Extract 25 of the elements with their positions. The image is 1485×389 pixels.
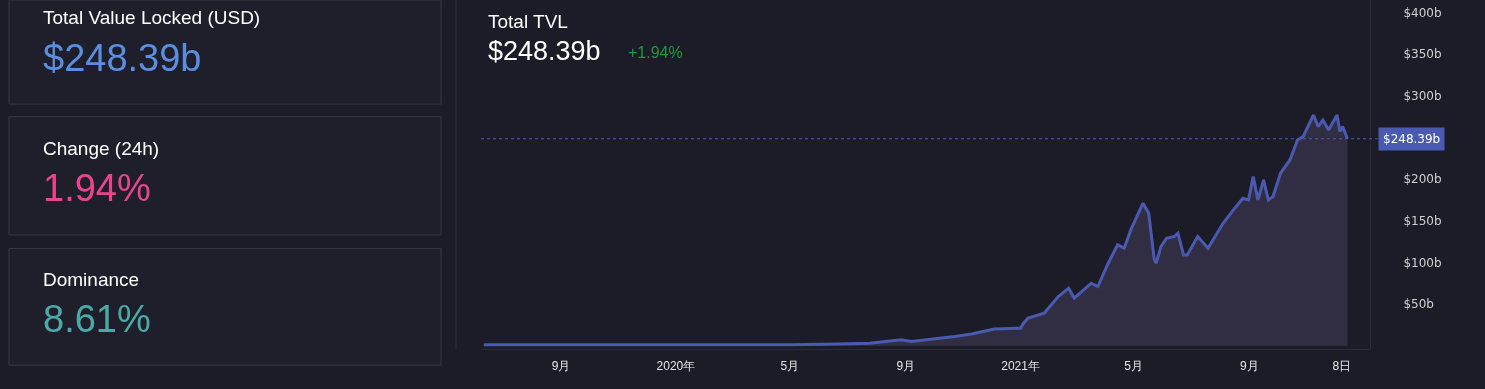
x-tick-label: 9月 [1240,359,1259,374]
y-tick-label: $150b [1403,213,1442,228]
text: Change (24h) [43,138,160,159]
y-tick-label: $200b [1403,172,1442,187]
text: $248.39b [43,37,202,79]
text: Total TVL [488,11,568,32]
y-tick-label: $400b [1403,5,1442,20]
x-tick-label: 8日 [1332,359,1352,374]
x-tick-label: 2020年 [656,359,696,374]
y-tick-label: $350b [1403,47,1442,62]
y-tick-label: $300b [1403,88,1442,103]
x-tick-label: 2021年 [1001,359,1040,374]
text: $248.39b [488,36,601,66]
text: Dominance [43,269,140,290]
x-tick-label: 5月 [780,359,800,374]
y-tick-label: $100b [1403,255,1442,270]
text: Total Value Locked (USD) [43,7,261,28]
text: 1.94% [43,167,151,209]
x-tick-label: 9月 [896,359,916,374]
text: 8.61% [43,298,151,340]
ref-line-label: $248.39b [1383,132,1441,146]
x-tick-label: 9月 [551,359,571,374]
y-tick-label: $50b [1403,297,1434,312]
x-tick-label: 5月 [1124,359,1143,374]
annotation: +1.94% [628,44,683,61]
